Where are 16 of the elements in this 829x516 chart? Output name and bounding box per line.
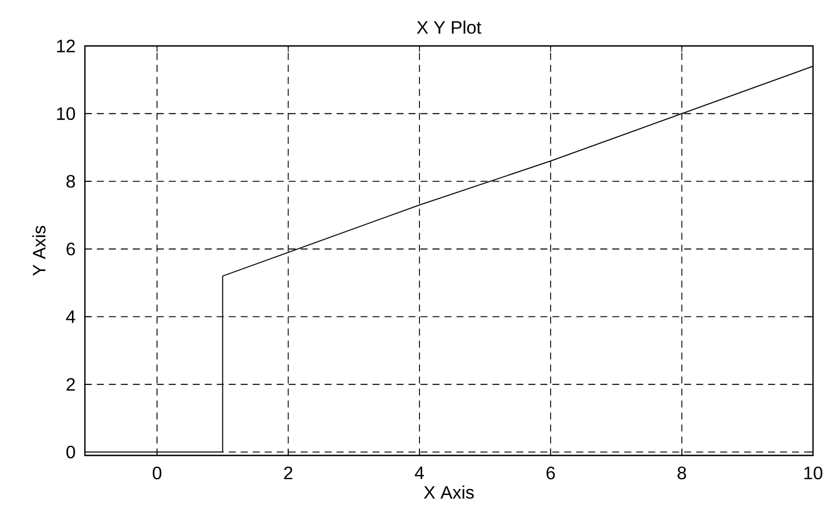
y-tick-label: 10 <box>57 107 76 120</box>
x-tick-label: 8 <box>678 466 686 480</box>
chart-title: X Y Plot <box>416 20 482 34</box>
x-axis-title: X Axis <box>424 485 474 499</box>
y-tick-label: 4 <box>66 310 76 323</box>
x-tick-label: 10 <box>804 466 822 480</box>
y-tick-label: 12 <box>57 39 75 52</box>
y-tick-label: 6 <box>66 242 75 256</box>
x-tick-label: 4 <box>414 466 424 479</box>
y-tick-label: 8 <box>66 174 75 188</box>
x-tick-label: 0 <box>152 466 162 480</box>
x-tick-label: 2 <box>284 466 292 479</box>
y-axis-title: Y Axis <box>32 226 46 276</box>
y-tick-label: 2 <box>66 378 75 390</box>
y-tick-label: 0 <box>66 446 76 458</box>
x-tick-label: 6 <box>546 466 555 480</box>
